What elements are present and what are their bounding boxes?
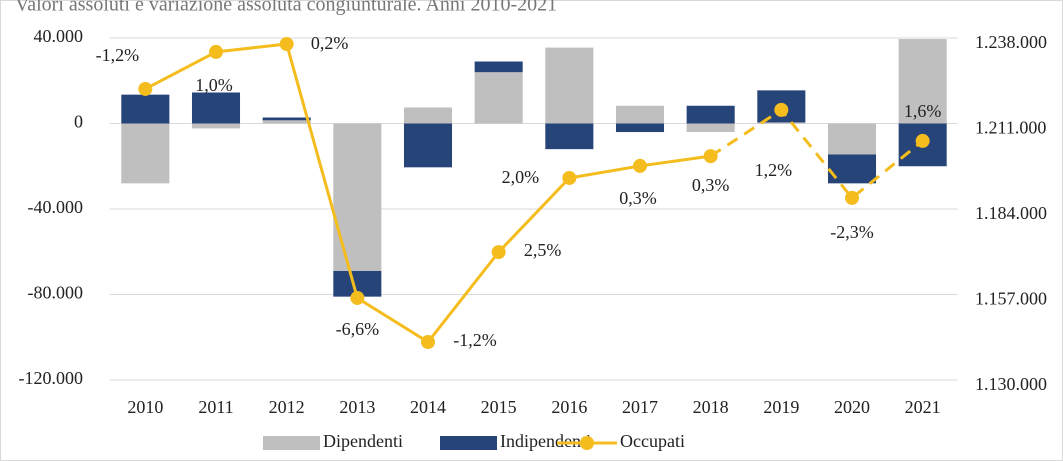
x-tick-label: 2018 — [693, 397, 729, 417]
x-tick-label: 2017 — [622, 397, 658, 417]
change-label: 0,2% — [311, 33, 349, 53]
change-label: 2,0% — [502, 167, 540, 187]
y-tick-label: -80.000 — [28, 283, 84, 303]
bar — [898, 39, 947, 124]
bar — [121, 94, 170, 124]
bar — [615, 105, 665, 124]
line-marker — [138, 81, 153, 96]
line-dashed — [709, 107, 924, 201]
bar — [474, 61, 523, 73]
y2-tick-label: 1.157.000 — [975, 289, 1047, 309]
legend-label: Dipendenti — [323, 431, 403, 451]
x-tick-label: 2015 — [481, 397, 517, 417]
line-marker — [915, 133, 930, 148]
bar — [686, 123, 735, 133]
bar — [403, 123, 453, 168]
line-marker — [279, 37, 294, 52]
line-marker — [350, 290, 365, 305]
line-marker — [209, 44, 223, 59]
legend-label: Indipendenti — [500, 431, 591, 451]
y-tick-label: 0 — [74, 112, 83, 132]
x-tick-label: 2011 — [198, 397, 233, 417]
bar — [827, 154, 877, 184]
line-marker — [774, 102, 789, 117]
line-marker — [845, 190, 859, 205]
bar — [262, 117, 311, 121]
x-tick-label: 2012 — [269, 397, 305, 417]
x-tick-label: 2016 — [551, 397, 587, 417]
bar — [686, 105, 735, 124]
change-label: 1,6% — [904, 101, 942, 121]
change-label: -2,3% — [830, 222, 874, 242]
line-marker — [633, 158, 647, 173]
y2-tick-label: 1.211.000 — [975, 118, 1046, 138]
line-marker — [703, 149, 718, 164]
change-label: 1,0% — [195, 75, 233, 95]
legend-swatch-marker — [580, 436, 594, 450]
y-tick-label: 40.000 — [34, 26, 84, 46]
bar — [545, 123, 594, 150]
change-label: -1,2% — [453, 330, 497, 350]
bar — [757, 122, 806, 124]
bar — [474, 72, 523, 124]
y2-tick-label: 1.238.000 — [975, 32, 1047, 52]
legend-label: Occupati — [620, 431, 685, 451]
bar — [262, 120, 311, 124]
bar — [333, 123, 382, 271]
bar — [191, 123, 241, 129]
line-marker — [491, 245, 506, 260]
x-tick-label: 2020 — [834, 397, 870, 417]
legend-swatch — [263, 436, 320, 450]
line-marker — [421, 335, 435, 349]
legend-swatch — [440, 436, 497, 450]
change-label: 2,5% — [524, 240, 562, 260]
y-tick-label: -40.000 — [28, 197, 84, 217]
change-label: -6,6% — [336, 319, 380, 339]
bar — [615, 123, 665, 133]
change-label: 0,3% — [619, 188, 657, 208]
x-tick-label: 2014 — [410, 397, 446, 417]
y2-tick-label: 1.184.000 — [975, 203, 1047, 223]
change-label: 1,2% — [755, 160, 793, 180]
bar — [121, 123, 170, 184]
change-label: -1,2% — [96, 45, 140, 65]
chart-title: Valori assoluti e variazione assoluta co… — [15, 0, 557, 16]
x-tick-label: 2021 — [905, 397, 941, 417]
x-tick-label: 2013 — [339, 397, 375, 417]
y-tick-label: -120.000 — [19, 368, 84, 388]
x-tick-label: 2010 — [127, 397, 163, 417]
bar — [403, 107, 453, 124]
line-marker — [562, 170, 577, 185]
bar — [545, 47, 594, 124]
x-tick-label: 2019 — [763, 397, 799, 417]
change-label: 0,3% — [692, 175, 730, 195]
bar — [827, 123, 877, 155]
y2-tick-label: 1.130.000 — [975, 374, 1047, 394]
bar — [191, 92, 241, 124]
